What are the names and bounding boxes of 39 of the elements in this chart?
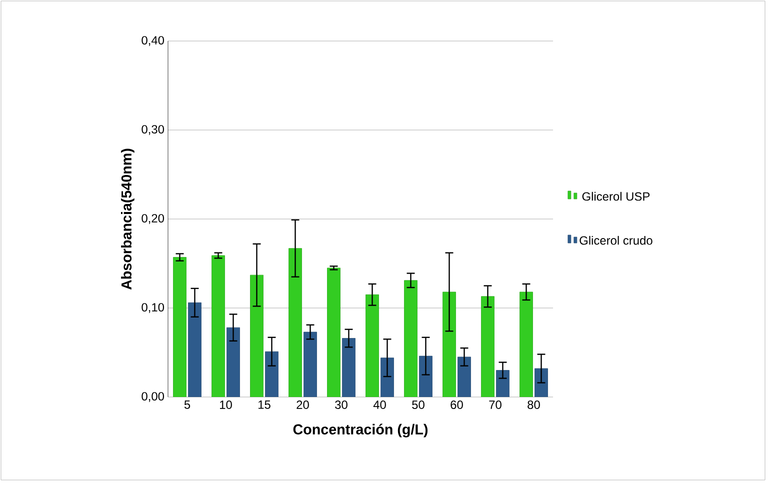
- bar: [188, 302, 202, 397]
- x-tick-label: 80: [528, 400, 540, 409]
- x-tick-label: 10: [220, 400, 232, 409]
- x-tick-label: 15: [258, 400, 270, 409]
- x-tick-label: 70: [489, 400, 502, 409]
- legend-label: Glicerol USP: [582, 192, 650, 201]
- bar: [380, 358, 394, 397]
- bar: [288, 248, 302, 397]
- x-tick-label: 20: [296, 400, 309, 409]
- bar: [496, 370, 510, 397]
- y-tick-label: 0,30: [142, 125, 164, 135]
- y-tick-label: 0,40: [142, 36, 164, 46]
- bar: [304, 332, 317, 397]
- bar: [212, 255, 225, 397]
- bar: [458, 356, 471, 397]
- bar: [226, 327, 240, 397]
- y-tick-label: 0,00: [142, 392, 164, 402]
- y-tick-label: 0,20: [142, 214, 164, 224]
- bar: [327, 268, 340, 397]
- bar: [481, 296, 494, 397]
- bar: [173, 257, 186, 397]
- bar: [534, 368, 548, 397]
- y-axis-title: Absorbancia(540nm): [121, 148, 134, 290]
- bar: [265, 351, 278, 397]
- x-tick-label: 50: [412, 400, 424, 409]
- bar: [442, 292, 456, 397]
- x-tick-label: 40: [373, 400, 386, 409]
- bar: [366, 294, 379, 397]
- bar: [250, 274, 264, 397]
- bar: [419, 356, 432, 397]
- bar: [342, 338, 356, 397]
- x-tick-label: 60: [450, 400, 463, 409]
- x-axis-title: Concentración (g/L): [293, 424, 428, 438]
- bar: [404, 280, 418, 397]
- y-tick-label: 0,10: [142, 303, 164, 313]
- bar: [520, 292, 533, 397]
- x-tick-label: 5: [184, 400, 190, 409]
- x-tick-label: 30: [335, 400, 348, 409]
- legend-label: Glicerol crudo: [580, 236, 652, 245]
